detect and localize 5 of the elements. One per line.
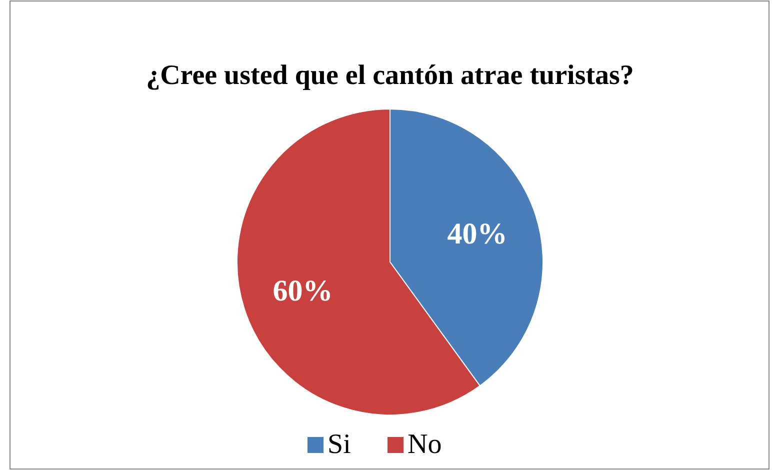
chart-title: ¿Cree usted que el cantón atrae turistas? — [146, 60, 634, 91]
data-label: 60% — [272, 274, 333, 308]
data-label: 40% — [447, 218, 508, 251]
legend-label: Si — [328, 429, 352, 460]
legend-label: No — [408, 429, 442, 460]
